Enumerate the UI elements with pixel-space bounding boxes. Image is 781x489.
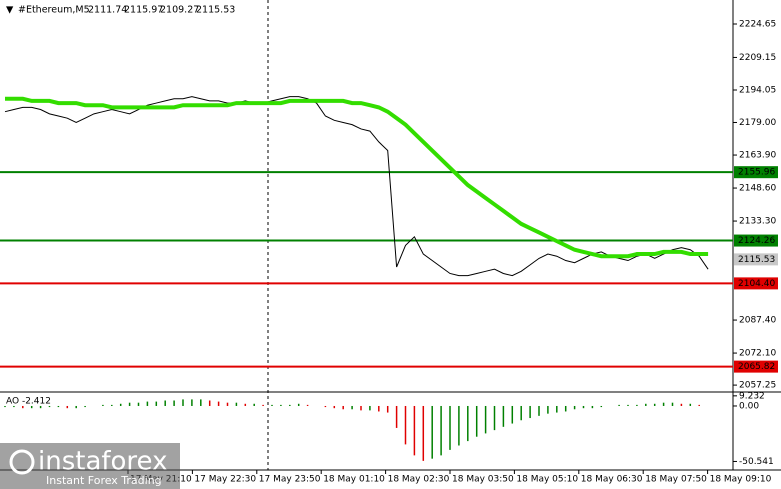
y-tick-label: -50.541 [739,457,774,467]
y-tick-label: 2209.15 [739,53,776,63]
level-box [734,166,778,179]
ohlc-close: 2115.53 [196,5,235,16]
level-box [734,360,778,373]
brand: instaforex [38,447,167,477]
x-tick-label: 17 May 22:30 [194,475,256,485]
price-line [5,96,709,259]
tagline: Instant Forex Trading [46,474,162,487]
y-tick-label: 2148.60 [739,184,776,194]
indicator-title: AO -2.412 [6,397,51,407]
level-label: 2065.82 [738,362,775,372]
collapse-icon[interactable]: ▼ [6,5,14,16]
y-tick-label: 9.232 [739,391,765,401]
level-box [734,234,778,247]
x-tick-label: 17 May 23:50 [259,475,321,485]
x-tick-label: 18 May 06:30 [581,475,643,485]
y-tick-label: 0.00 [739,401,759,411]
level-label: 2104.40 [738,279,775,289]
y-tick-label: 2179.00 [739,118,776,128]
watermark: instaforex Instant Forex Trading [0,443,180,489]
level-label: 2155.96 [738,168,775,178]
last-price-box [734,253,778,266]
x-tick-label: 18 May 09:10 [710,475,772,485]
y-tick-label: 2072.10 [739,349,776,359]
ohlc-high: 2115.97 [124,5,163,16]
x-tick-label: 18 May 02:30 [388,475,450,485]
watermark-bg [0,443,180,489]
y-tick-label: 2224.65 [739,20,776,30]
y-tick-label: 2194.05 [739,86,776,96]
x-tick-label: 18 May 01:10 [323,475,385,485]
plot: 2224.65 2209.15 2194.05 2179.00 2163.90 2148.… [0,20,778,485]
ohlc-open: 2111.74 [88,5,127,16]
x-tick-label: 18 May 07:50 [645,475,707,485]
last-price-label: 2115.53 [738,255,775,265]
y-tick-label: 2087.40 [739,316,776,326]
level-label: 2124.26 [738,236,775,246]
level-box [734,277,778,290]
x-tick-label: 18 May 03:50 [452,475,514,485]
logo-icon [9,449,35,475]
y-tick-label: 2057.25 [739,381,776,391]
ohlc-low: 2109.27 [160,5,199,16]
y-tick-label: 2133.30 [739,217,776,227]
x-tick-label: 18 May 05:10 [516,475,578,485]
symbol: #Ethereum,M5 [18,5,90,16]
y-tick-label: 2163.90 [739,151,776,161]
